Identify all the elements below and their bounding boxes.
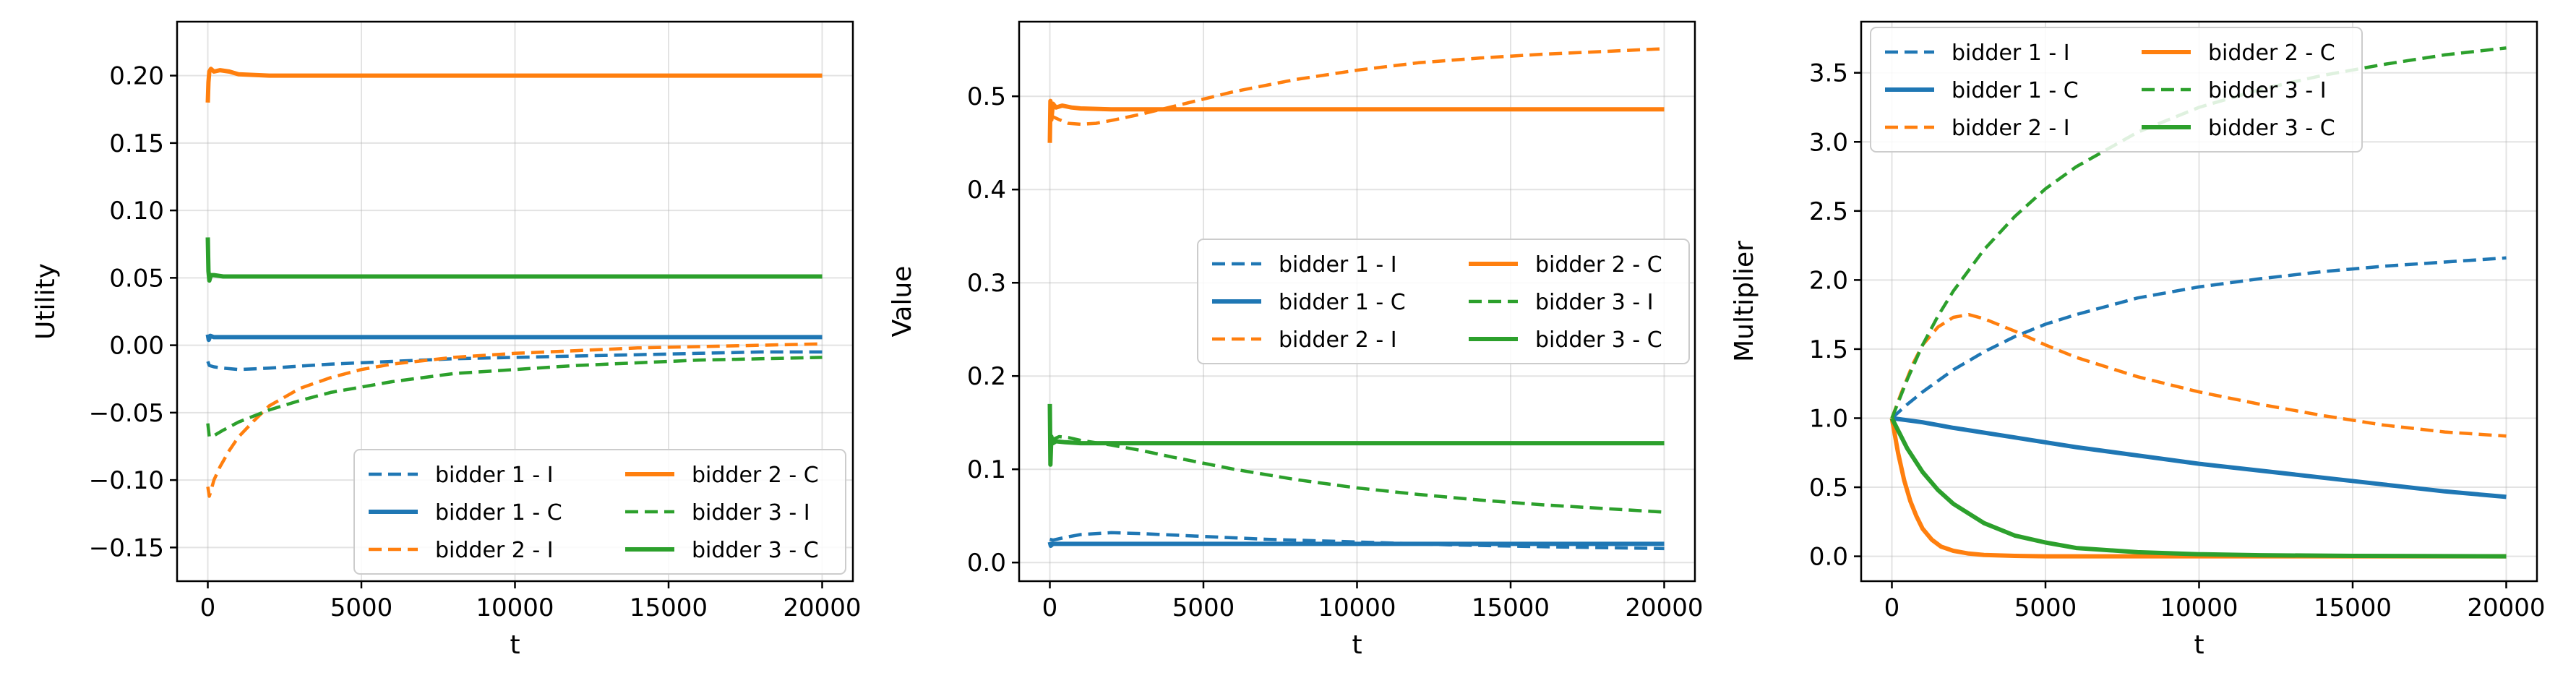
- y-tick-label: 2.5: [1809, 197, 1848, 226]
- y-tick-label: 3.0: [1809, 128, 1848, 157]
- legend-label: bidder 2 - I: [1279, 327, 1397, 353]
- legend: bidder 1 - I bidder 1 - C bidder 2 - I bidd…: [1197, 239, 1690, 364]
- series-group: [1889, 46, 2507, 559]
- legend-label: bidder 1 - C: [1279, 290, 1406, 315]
- y-tick-label: 0.0: [1809, 543, 1848, 572]
- y-tick-label: 0.05: [109, 264, 164, 293]
- x-tick-label: 0: [1884, 593, 1900, 622]
- x-tick-label: 10000: [1318, 593, 1396, 622]
- y-tick-label: 0.1: [967, 455, 1006, 484]
- panel-3: 0 5000 10000 15000 20000 0.0 0.5 1.0 1.5 2.0 2.5 3.…: [1730, 20, 2546, 660]
- y-tick-label: 1.0: [1809, 404, 1848, 433]
- y-tick-label: 3.5: [1809, 59, 1848, 88]
- y-tick-label: 0.3: [967, 269, 1006, 298]
- y-tick-label: 0.2: [967, 362, 1006, 391]
- x-tick-label: 5000: [1172, 593, 1235, 622]
- y-tick-label: −0.05: [89, 399, 164, 428]
- legend-label: bidder 3 - C: [2208, 116, 2335, 141]
- x-tick-label: 15000: [1472, 593, 1550, 622]
- legend-label: bidder 3 - I: [2208, 78, 2327, 103]
- legend-label: bidder 3 - I: [692, 500, 810, 526]
- y-tick-label: 0.10: [109, 197, 164, 226]
- series-line-bidder-3-C: [1889, 417, 2507, 559]
- y-tick-label: 2.0: [1809, 266, 1848, 295]
- y-axis-label: Utility: [31, 263, 61, 340]
- y-tick-label: 0.15: [109, 129, 164, 158]
- legend-label: bidder 1 - I: [1279, 252, 1397, 278]
- y-tick-label: 0.5: [967, 82, 1006, 111]
- y-tick-label: 0.4: [967, 176, 1006, 205]
- series-line-bidder-1-C: [205, 333, 823, 343]
- series-line-bidder-3-I: [206, 356, 823, 439]
- series-line-bidder-3-C: [1047, 403, 1665, 467]
- y-tick-label: 0.00: [109, 332, 164, 361]
- legend-label: bidder 1 - C: [435, 500, 562, 526]
- series-line-bidder-1-C: [1892, 416, 2507, 499]
- legend-label: bidder 1 - C: [1952, 78, 2079, 103]
- series-line-bidder-1-I: [206, 350, 823, 372]
- legend-label: bidder 2 - C: [1535, 252, 1662, 278]
- y-tick-label: −0.15: [89, 533, 164, 562]
- y-tick-label: −0.10: [89, 466, 164, 495]
- x-tick-label: 15000: [2314, 593, 2392, 622]
- legend: bidder 1 - I bidder 1 - C bidder 2 - I bidd…: [353, 449, 846, 575]
- y-axis-label: Value: [888, 266, 917, 338]
- y-tick-label: 0.0: [967, 549, 1006, 578]
- series-line-bidder-2-C: [1047, 98, 1665, 143]
- series-line-bidder-3-C: [205, 237, 823, 283]
- series-line-bidder-1-C: [1047, 541, 1665, 548]
- x-tick-label: 5000: [2014, 593, 2077, 622]
- x-tick-label: 20000: [2467, 593, 2545, 622]
- x-tick-label: 0: [1042, 593, 1058, 622]
- legend-label: bidder 1 - I: [435, 463, 554, 488]
- series-group: [1047, 47, 1665, 551]
- legend: bidder 1 - I bidder 1 - C bidder 2 - I bidd…: [1870, 27, 2363, 153]
- legend-label: bidder 2 - C: [2208, 40, 2335, 66]
- x-axis-label: t: [2194, 630, 2204, 660]
- x-tick-label: 10000: [2160, 593, 2238, 622]
- series-line-bidder-2-I: [1890, 312, 2507, 438]
- x-tick-label: 10000: [476, 593, 554, 622]
- series-line-bidder-2-C: [205, 67, 823, 103]
- x-tick-label: 5000: [330, 593, 393, 622]
- y-tick-label: 0.20: [109, 62, 164, 91]
- x-tick-label: 20000: [1625, 593, 1703, 622]
- series-line-bidder-2-I: [1049, 47, 1665, 126]
- panel-2: 0 5000 10000 15000 20000 0.0 0.1 0.2 0.3 0.4 0.5 t V…: [888, 20, 1704, 660]
- x-tick-label: 15000: [630, 593, 708, 622]
- legend-box: [1870, 27, 2363, 153]
- x-axis-label: t: [1352, 630, 1362, 660]
- legend-label: bidder 3 - C: [692, 538, 819, 563]
- series-line-bidder-3-I: [1049, 434, 1665, 514]
- panel-1: 0 5000 10000 15000 20000 −0.15 −0.10 −0.05 0.00 0…: [31, 20, 862, 660]
- legend-box: [1197, 239, 1690, 364]
- y-tick-label: 1.5: [1809, 335, 1848, 364]
- legend-label: bidder 2 - I: [1952, 116, 2070, 141]
- legend-label: bidder 3 - I: [1535, 290, 1654, 315]
- legend-label: bidder 3 - C: [1535, 327, 1662, 353]
- legend-box: [353, 449, 846, 575]
- legend-label: bidder 2 - I: [435, 538, 554, 563]
- y-tick-label: 0.5: [1809, 473, 1848, 502]
- legend-label: bidder 1 - I: [1952, 40, 2070, 66]
- x-tick-label: 20000: [783, 593, 861, 622]
- legend-label: bidder 2 - C: [692, 463, 819, 488]
- x-axis-label: t: [510, 630, 520, 660]
- y-axis-label: Multiplier: [1730, 241, 1759, 362]
- series-line-bidder-2-C: [1889, 417, 2507, 559]
- series-group: [205, 67, 823, 498]
- series-line-bidder-2-I: [206, 342, 823, 498]
- x-tick-label: 0: [200, 593, 216, 622]
